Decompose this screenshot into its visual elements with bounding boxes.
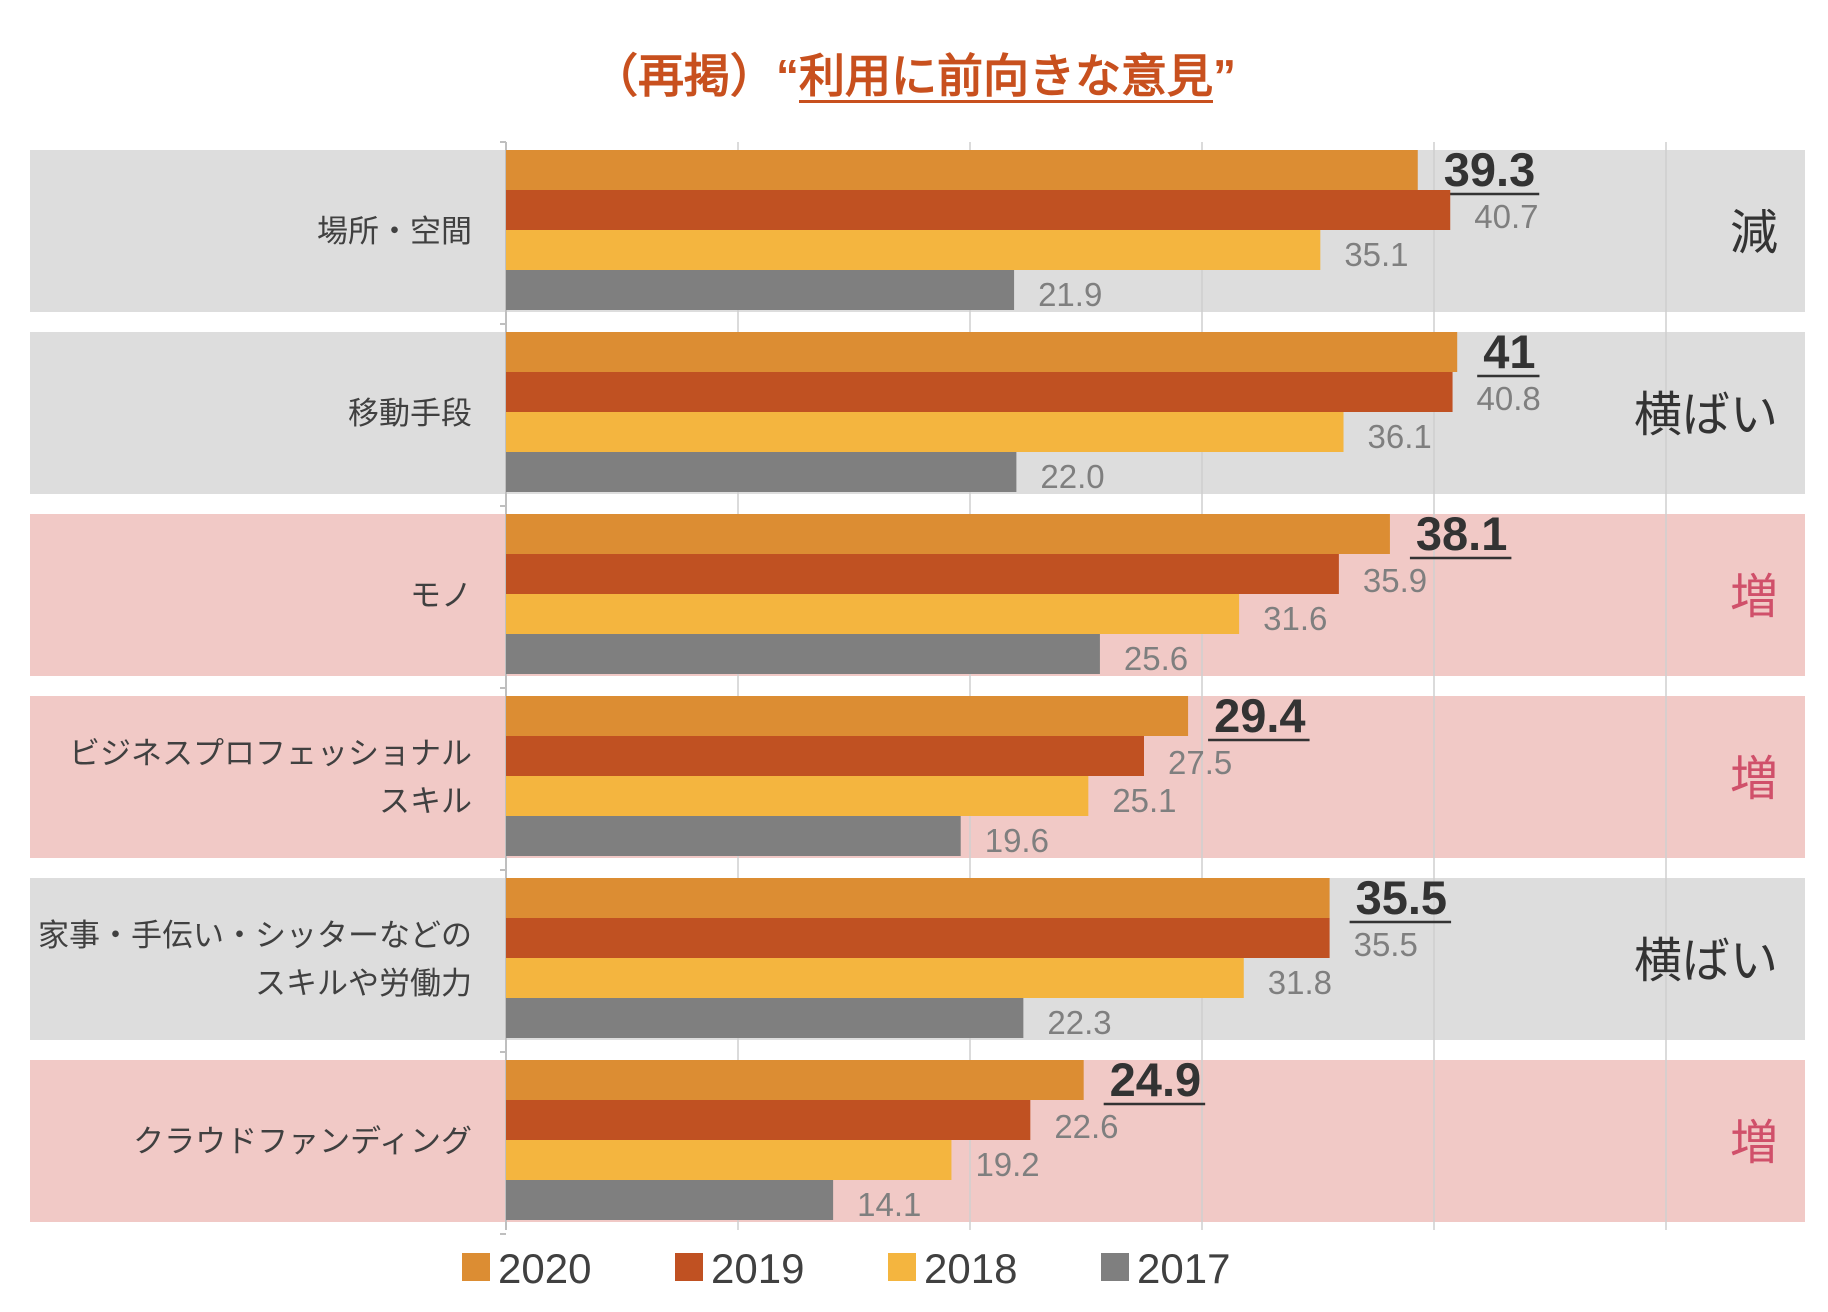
bar-2018 (506, 230, 1321, 270)
value-label-2019: 27.5 (1168, 744, 1232, 781)
title-main: 利用に前向きな意見 (799, 50, 1213, 102)
chart-title: （再掲）“利用に前向きな意見” (0, 40, 1828, 106)
bar-2020 (506, 878, 1330, 918)
value-label-2017: 22.0 (1040, 458, 1104, 495)
legend-label-2018: 2018 (924, 1245, 1017, 1292)
bar-2020 (506, 150, 1418, 190)
bar-2018 (506, 594, 1240, 634)
value-label-2018: 31.6 (1263, 600, 1327, 637)
legend-swatch-2017 (1101, 1253, 1129, 1281)
bar-2017 (506, 634, 1100, 674)
value-label-2017: 21.9 (1038, 276, 1102, 313)
value-label-2019: 40.7 (1474, 198, 1538, 235)
bar-2020 (506, 696, 1189, 736)
bar-2018 (506, 776, 1089, 816)
category-label: スキルや労働力 (255, 966, 472, 1002)
value-label-2020: 39.3 (1444, 143, 1535, 196)
legend-swatch-2019 (675, 1253, 703, 1281)
value-label-2018: 31.8 (1268, 964, 1332, 1001)
bar-2020 (506, 514, 1390, 554)
bar-2017 (506, 1180, 834, 1220)
bar-2017 (506, 998, 1024, 1038)
category-label: 場所・空間 (317, 214, 472, 250)
title-prefix: （再掲）“ (592, 50, 799, 102)
value-label-2019: 40.8 (1477, 380, 1541, 417)
bar-2018 (506, 1140, 952, 1180)
value-label-2018: 25.1 (1112, 782, 1176, 819)
bar-2019 (506, 190, 1451, 230)
trend-label: 増 (1730, 569, 1778, 625)
legend-swatch-2018 (888, 1253, 916, 1281)
value-label-2018: 36.1 (1368, 418, 1432, 455)
legend-label-2020: 2020 (498, 1245, 591, 1292)
bar-2017 (506, 270, 1015, 310)
value-label-2019: 35.9 (1363, 562, 1427, 599)
bar-2017 (506, 452, 1017, 492)
value-label-2019: 22.6 (1054, 1108, 1118, 1145)
category-label: 家事・手伝い・シッターなどの (38, 918, 472, 954)
trend-label: 横ばい (1634, 933, 1778, 989)
bar-2020 (506, 332, 1458, 372)
value-label-2018: 19.2 (975, 1146, 1039, 1183)
category-label: クラウドファンディング (133, 1124, 472, 1160)
category-label: モノ (410, 578, 472, 614)
value-label-2017: 14.1 (857, 1186, 921, 1223)
bar-2020 (506, 1060, 1084, 1100)
value-label-2017: 22.3 (1047, 1004, 1111, 1041)
category-label: ビジネスプロフェッショナル (69, 736, 472, 772)
trend-label: 増 (1730, 1115, 1778, 1171)
category-label: スキル (379, 784, 472, 820)
bar-2017 (506, 816, 961, 856)
category-label: 移動手段 (348, 396, 472, 432)
bar-2018 (506, 958, 1244, 998)
bar-2018 (506, 412, 1344, 452)
legend-label-2019: 2019 (711, 1245, 804, 1292)
legend-swatch-2020 (462, 1253, 490, 1281)
legend-label-2017: 2017 (1137, 1245, 1230, 1292)
value-label-2018: 35.1 (1344, 236, 1408, 273)
value-label-2020: 29.4 (1214, 689, 1305, 742)
bar-2019 (506, 736, 1144, 776)
bar-2019 (506, 554, 1339, 594)
value-label-2020: 35.5 (1356, 871, 1447, 924)
title-suffix: ” (1213, 50, 1236, 102)
bar-2019 (506, 918, 1330, 958)
value-label-2017: 25.6 (1124, 640, 1188, 677)
value-label-2020: 41 (1483, 325, 1535, 378)
value-label-2017: 19.6 (985, 822, 1049, 859)
trend-label: 横ばい (1634, 387, 1778, 443)
value-label-2020: 38.1 (1416, 507, 1507, 560)
value-label-2020: 24.9 (1110, 1053, 1201, 1106)
bar-2019 (506, 1100, 1031, 1140)
trend-label: 減 (1730, 205, 1778, 261)
bar-2019 (506, 372, 1453, 412)
value-label-2019: 35.5 (1354, 926, 1418, 963)
trend-label: 増 (1730, 751, 1778, 807)
